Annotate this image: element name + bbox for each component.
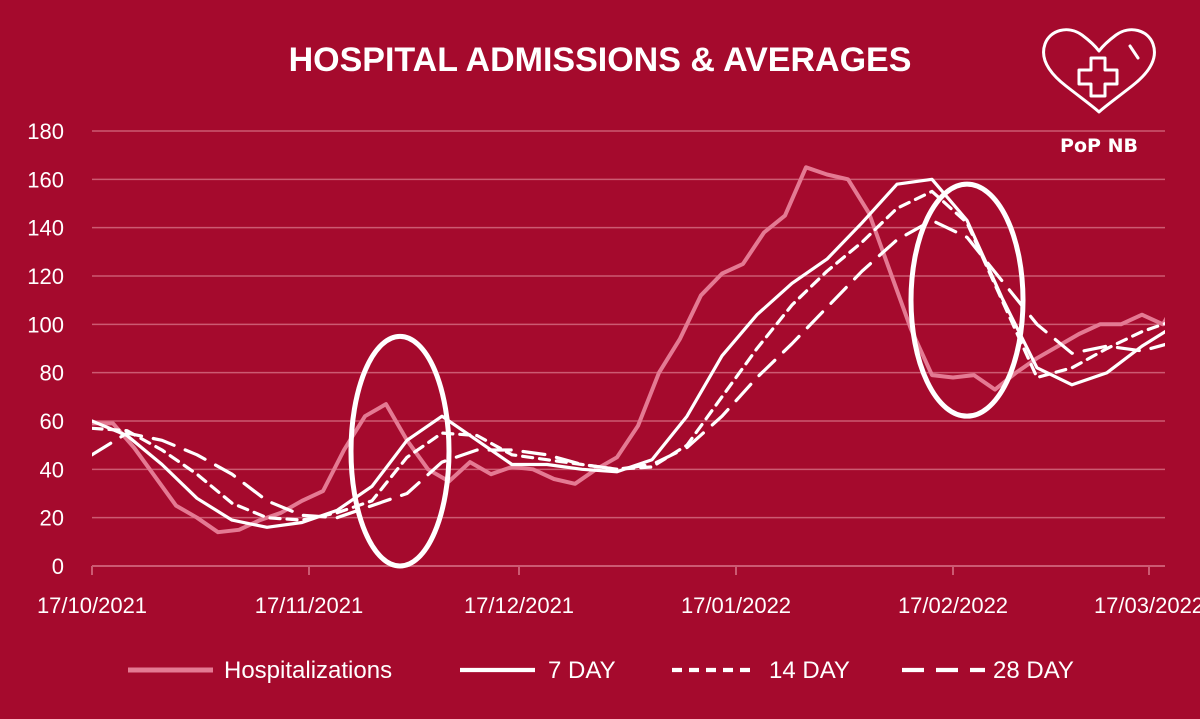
x-tick-label: 17/03/2022 (1094, 593, 1200, 618)
annotations (348, 181, 1026, 569)
legend-label: 28 DAY (993, 657, 1074, 684)
y-axis-ticks: 0 20 40 60 80 100 120 140 160 180 (27, 119, 64, 579)
y-tick-label: 140 (27, 216, 64, 241)
y-tick-label: 20 (40, 506, 64, 531)
legend-label: Hospitalizations (224, 657, 392, 684)
y-tick-label: 180 (27, 119, 64, 144)
legend-label: 14 DAY (769, 657, 850, 684)
series-lines (92, 165, 1165, 535)
heart-cross-icon (1042, 28, 1156, 114)
legend-label: 7 DAY (548, 657, 616, 684)
x-axis-ticks: 17/10/2021 17/11/2021 17/12/2021 17/01/2022… (37, 566, 1200, 618)
chart-title: HOSPITAL ADMISSIONS & AVERAGES (289, 41, 912, 79)
logo-heart-stroke (1128, 44, 1140, 60)
x-tick-label: 17/12/2021 (464, 593, 574, 618)
y-tick-label: 60 (40, 409, 64, 434)
logo-cross (1077, 56, 1119, 98)
x-tick-label: 17/10/2021 (37, 593, 147, 618)
logo: PoP NB (1042, 28, 1156, 157)
y-tick-label: 160 (27, 167, 64, 192)
y-tick-label: 0 (52, 554, 64, 579)
x-tick-label: 17/02/2022 (898, 593, 1008, 618)
series-line-28-day (92, 218, 1165, 520)
logo-text: PoP NB (1060, 135, 1138, 157)
y-tick-label: 80 (40, 361, 64, 386)
y-tick-label: 100 (27, 312, 64, 337)
grid (92, 130, 1165, 567)
highlight-ellipse (348, 333, 452, 569)
series-line-hospitalizations (92, 165, 1165, 535)
x-tick-label: 17/01/2022 (681, 593, 791, 618)
y-tick-label: 120 (27, 264, 64, 289)
highlight-ellipse (908, 181, 1026, 419)
y-tick-label: 40 (40, 457, 64, 482)
legend: Hospitalizations 7 DAY 14 DAY 28 DAY (128, 657, 1074, 684)
x-tick-label: 17/11/2021 (255, 593, 363, 618)
